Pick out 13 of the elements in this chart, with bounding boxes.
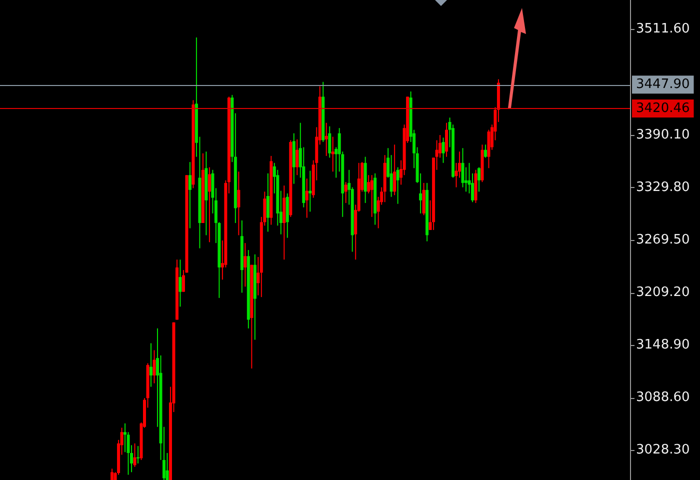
candlestick [308, 170, 312, 212]
y-tick-label: 3511.60 [636, 21, 690, 36]
y-tick-label: 3148.90 [636, 337, 690, 352]
y-tick-label: 3209.20 [636, 284, 690, 300]
y-tick-label: 3390.10 [636, 127, 690, 142]
y-tick-label: 3269.50 [636, 232, 690, 248]
y-tick-label: 3028.30 [636, 442, 690, 458]
ref-line-label: 3447.90 [636, 76, 690, 92]
y-tick-label: 3329.80 [636, 180, 690, 195]
ref-line-label: 3420.46 [636, 100, 690, 116]
candlestick [136, 446, 140, 464]
candlestick [331, 136, 334, 172]
y-tick-label: 3088.60 [636, 390, 690, 405]
